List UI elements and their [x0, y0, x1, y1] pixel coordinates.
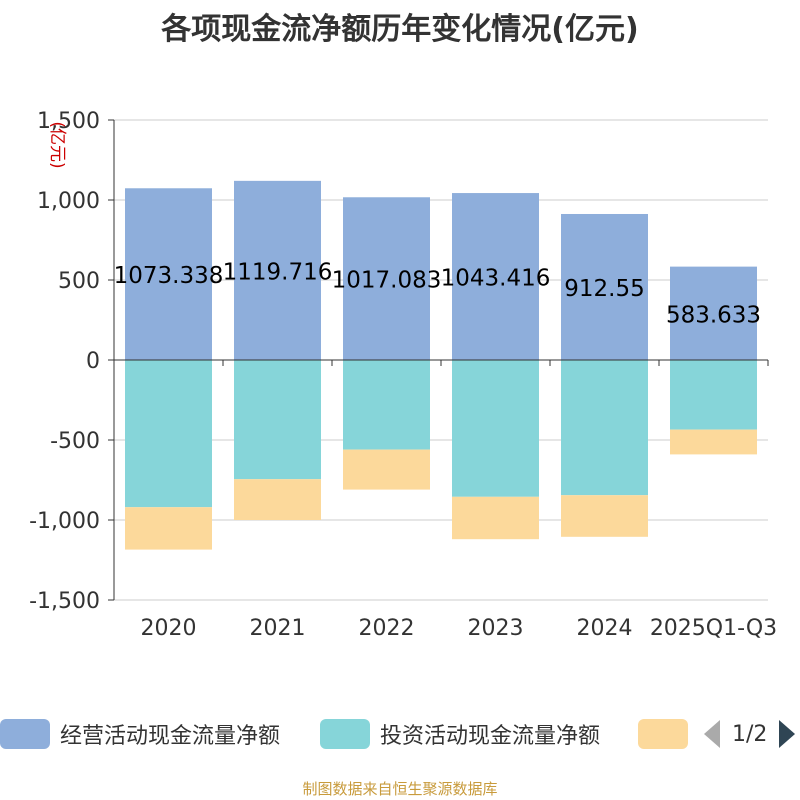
bar-series1-2024: [561, 360, 648, 496]
bar-series0-2020: [125, 188, 212, 360]
bar-series2-2023: [452, 496, 539, 540]
source-note: 制图数据来自恒生聚源数据库: [302, 780, 498, 798]
grid-lines: [114, 119, 768, 601]
x-tick-label-2020: 2020: [141, 616, 197, 641]
legend-swatch-operating: [0, 719, 50, 749]
x-tick-label-2023: 2023: [468, 616, 524, 641]
x-tick-label-2021: 2021: [250, 616, 306, 641]
bars: [125, 180, 757, 550]
legend: 经营活动现金流量净额 投资活动现金流量净额 1/2: [0, 716, 800, 752]
y-tick-label: -500: [50, 429, 100, 454]
y-tick-label: -1,500: [29, 589, 100, 614]
bar-series2-2024: [561, 495, 648, 537]
legend-page-indicator: 1/2: [732, 721, 768, 747]
data-label-2021: 1119.716: [223, 259, 333, 285]
bar-series0-2023: [452, 193, 539, 360]
data-labels: 1073.338 1119.716 1017.083 1043.416 912.55 58…: [114, 259, 761, 328]
y-tick-label: 1,500: [37, 109, 100, 134]
legend-pager: 1/2: [704, 718, 796, 750]
bar-series0-2024: [561, 213, 648, 360]
bar-series2-2022: [343, 449, 430, 490]
data-label-2025Q1-Q3: 583.633: [666, 302, 761, 328]
data-label-2020: 1073.338: [114, 263, 224, 289]
axes: 1,500 1,000 500 0 -500 -1,000 -1,500 (亿元) 2020 20…: [29, 109, 777, 641]
legend-next-icon[interactable]: [779, 720, 796, 748]
bar-series1-2025Q1-Q3: [670, 360, 757, 430]
legend-swatch-investing: [320, 719, 370, 749]
data-label-2024: 912.55: [564, 276, 644, 302]
bar-series2-2020: [125, 507, 212, 550]
bar-series0-2025Q1-Q3: [670, 266, 757, 360]
bar-series1-2023: [452, 360, 539, 497]
bar-series0-2022: [343, 197, 430, 360]
legend-label-operating: 经营活动现金流量净额: [60, 724, 281, 749]
bar-series1-2020: [125, 360, 212, 508]
y-axis-unit-label: (亿元): [47, 121, 67, 168]
x-tick-label-2024: 2024: [577, 616, 633, 641]
bar-series1-2022: [343, 360, 430, 450]
bar-series2-2025Q1-Q3: [670, 429, 757, 455]
chart-title: 各项现金流净额历年变化情况(亿元): [161, 12, 639, 47]
y-tick-label: 500: [58, 269, 100, 294]
legend-swatch-financing: [638, 719, 688, 749]
legend-prev-icon[interactable]: [704, 720, 720, 748]
legend-label-investing: 投资活动现金流量净额: [380, 724, 601, 749]
legend-item-operating[interactable]: 经营活动现金流量净额: [0, 718, 280, 750]
data-label-2023: 1043.416: [441, 266, 551, 292]
x-tick-label-2022: 2022: [359, 616, 415, 641]
y-tick-label: 1,000: [37, 189, 100, 214]
bar-series2-2021: [234, 479, 321, 520]
y-tick-label: 0: [86, 349, 100, 374]
legend-item-financing[interactable]: [638, 718, 688, 750]
bar-series1-2021: [234, 360, 321, 480]
chart-canvas: 1,500 1,000 500 0 -500 -1,000 -1,500 (亿元) 2020 20…: [29, 109, 777, 641]
bar-series0-2021: [234, 180, 321, 360]
data-label-2022: 1017.083: [332, 268, 442, 294]
y-tick-label: -1,000: [29, 509, 100, 534]
legend-item-investing[interactable]: 投资活动现金流量净额: [320, 718, 600, 750]
x-tick-label-2025Q1-Q3: 2025Q1-Q3: [650, 616, 777, 641]
